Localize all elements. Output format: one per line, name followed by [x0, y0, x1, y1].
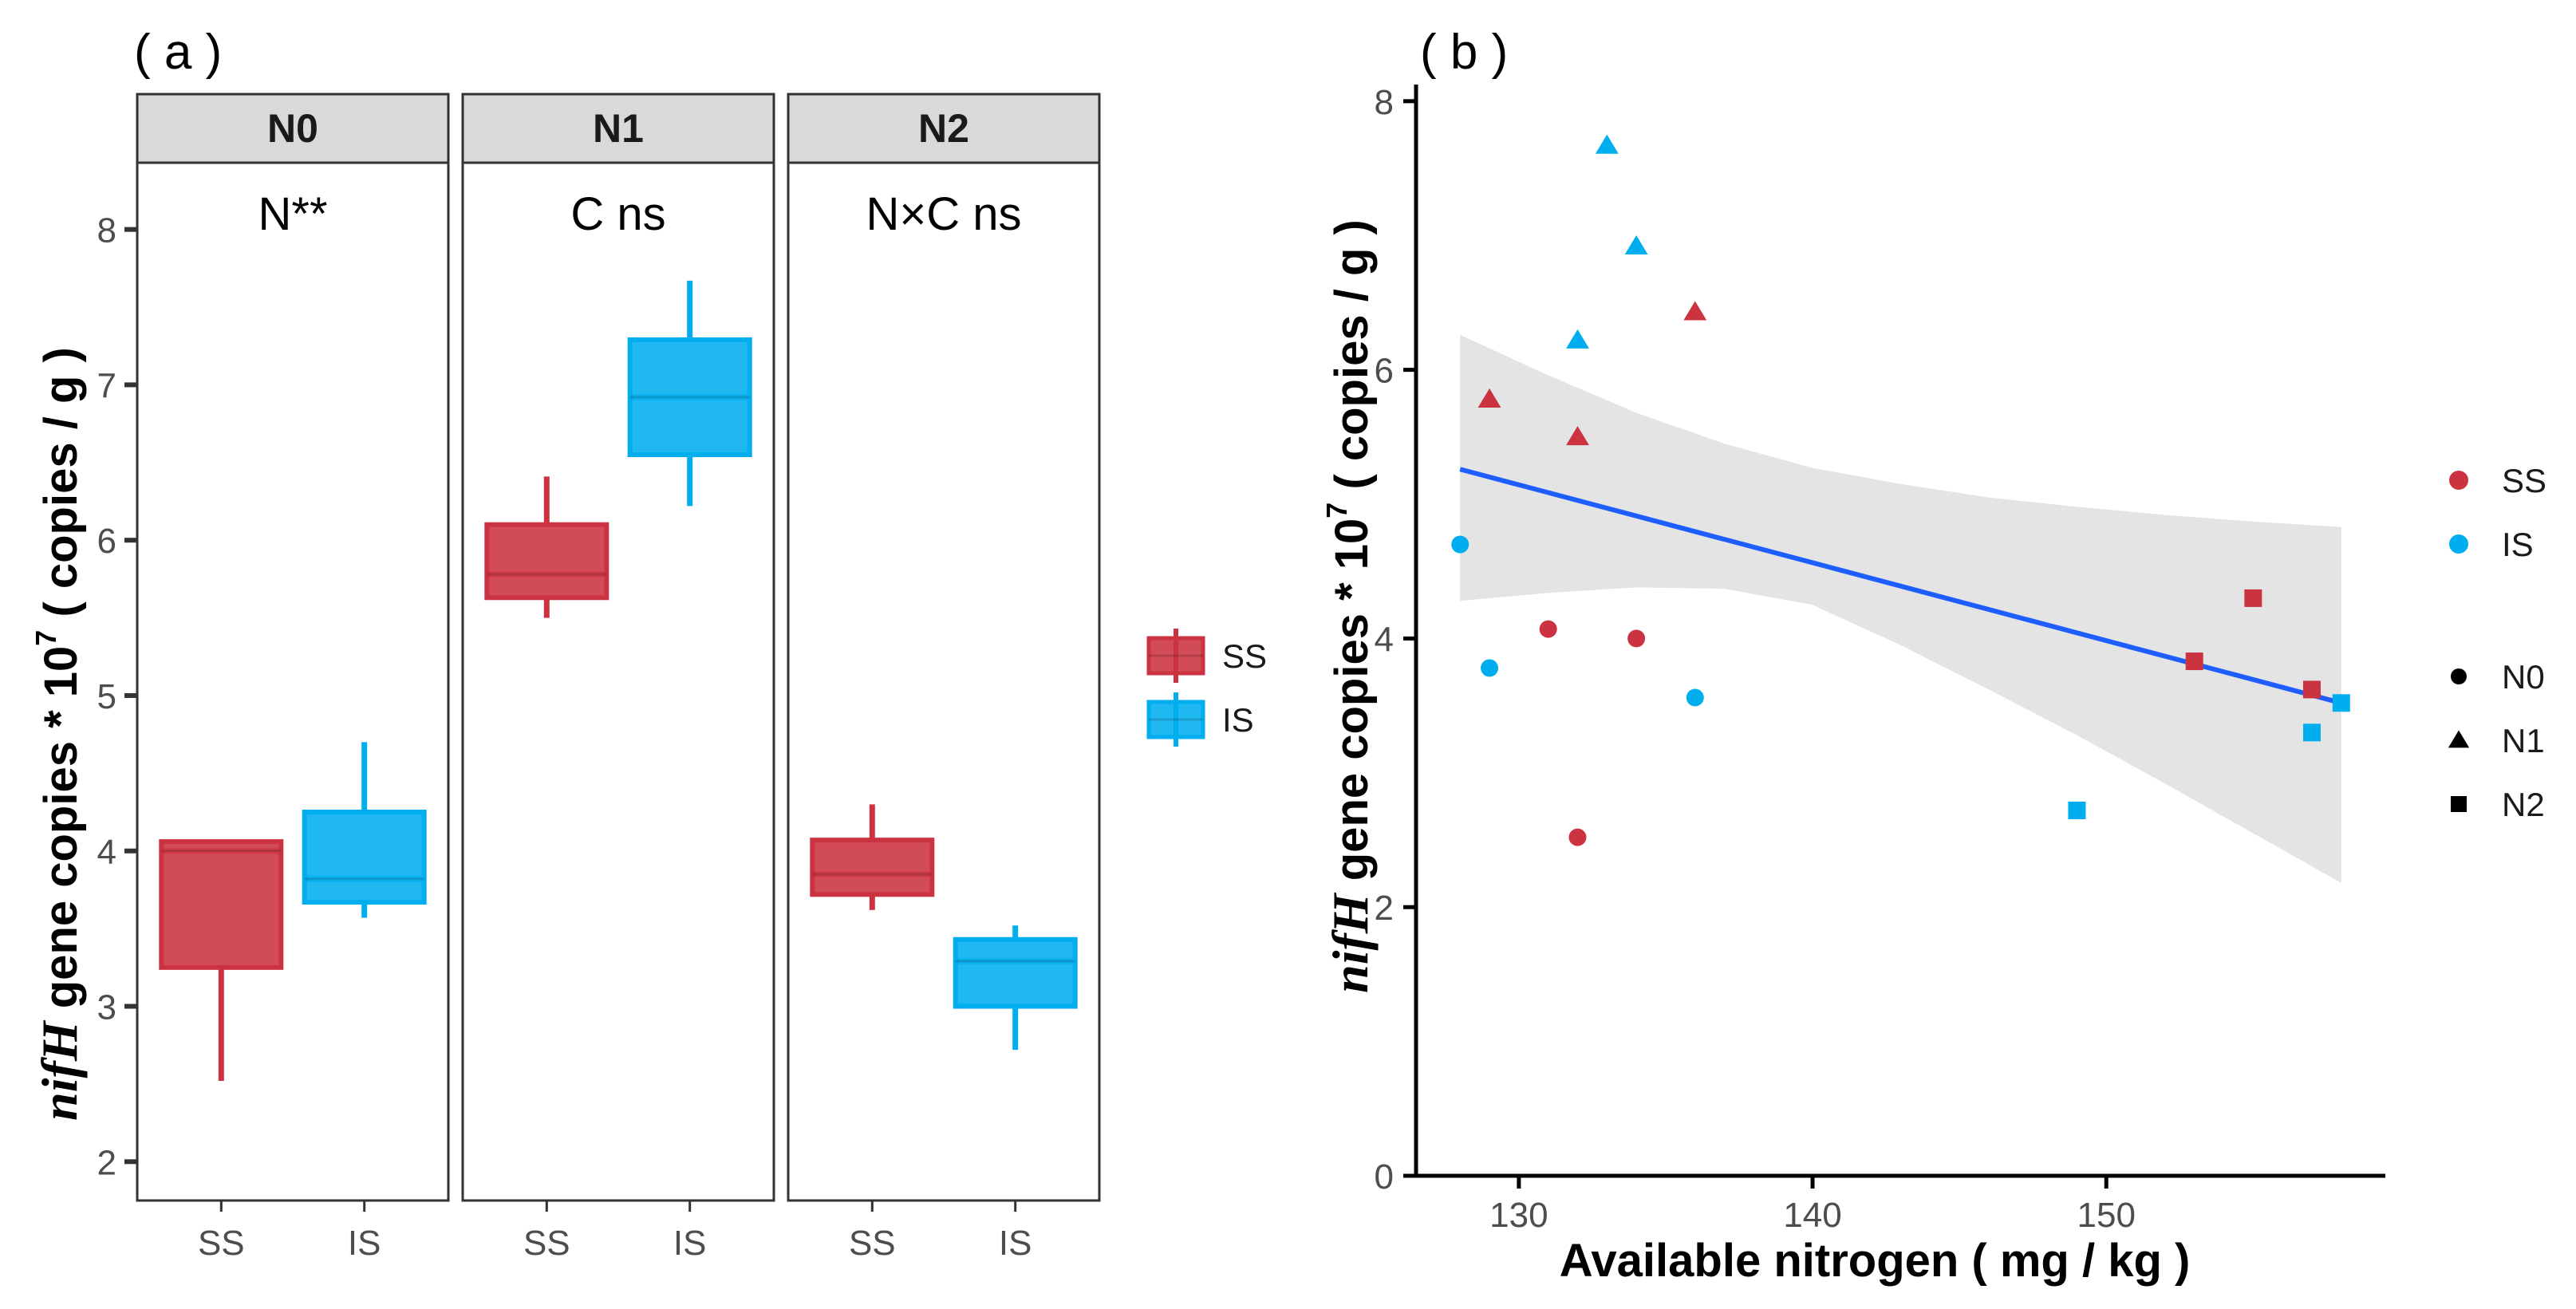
y-tick-label: 8 — [97, 211, 116, 250]
y-tick-label: 6 — [97, 522, 116, 561]
x-tick-label: IS — [348, 1224, 381, 1263]
box-n2-is — [953, 936, 1078, 1009]
axes-b: 0 2 4 6 8 130 140 150 — [1375, 83, 2385, 1235]
point-ss-n1 — [1566, 426, 1589, 446]
point-ss-n0 — [1539, 620, 1557, 638]
point-is-n2 — [2332, 694, 2350, 712]
box-n0-ss — [159, 839, 284, 970]
facet-annotation: N×C ns — [866, 188, 1021, 240]
box-n0-is — [302, 810, 427, 905]
point-is-n1 — [1595, 134, 1619, 154]
y-tick-label: 6 — [1375, 352, 1394, 391]
legend-label: IS — [1222, 701, 1254, 739]
point-ss-n0 — [1627, 629, 1646, 648]
y-tick-label: 7 — [97, 366, 116, 405]
facet-strips: N0 N1 N2 — [136, 93, 1101, 164]
point-is-n2 — [2068, 801, 2086, 819]
facet-strip-n2 — [787, 93, 1101, 164]
point-ss-n1 — [1477, 388, 1501, 408]
y-tick-label: 2 — [97, 1143, 116, 1182]
panel-a-tag: ( a ) — [134, 25, 222, 80]
facet-frames — [136, 161, 1101, 1202]
point-is-n2 — [2302, 723, 2321, 742]
legend-key-box-ss — [1146, 636, 1205, 676]
x-axis-a: SS IS SS IS SS IS — [198, 1201, 1032, 1263]
x-tick-label: SS — [198, 1224, 245, 1263]
y-tick-label: 4 — [97, 833, 116, 872]
legend-key-ss — [2449, 471, 2468, 490]
legend-key-n0 — [2451, 668, 2467, 684]
facet-annotation: N** — [258, 188, 327, 240]
legend-label: SS — [2502, 462, 2546, 499]
y-axis-title-a-unit: ( copies / g ) — [35, 347, 87, 630]
x-tick-label: IS — [999, 1224, 1032, 1263]
facet-strip-label: N1 — [593, 106, 644, 151]
point-is-n0 — [1686, 688, 1704, 707]
facet-panel-frame — [787, 161, 1101, 1202]
confidence-band-area — [1460, 334, 2341, 883]
legend-key-n2 — [2451, 796, 2467, 812]
legend-b: SS IS N0 N1 N2 — [2448, 462, 2546, 823]
point-is-n0 — [1481, 659, 1499, 677]
y-axis-title-a-gene: nifH — [31, 1019, 88, 1121]
points — [1451, 134, 2350, 846]
panel-a-boxplot: N0 N1 N2 N** C ns N×C ns 2 3 4 5 6 7 8 SS IS SS IS SS I… — [30, 93, 1267, 1263]
x-tick-label: 130 — [1489, 1196, 1548, 1235]
legend-key-n1 — [2448, 730, 2470, 748]
point-ss-n2 — [2302, 680, 2321, 699]
legend-key-box-is — [1146, 700, 1205, 739]
facet-annotation: C ns — [570, 188, 665, 240]
x-tick-label: SS — [849, 1224, 896, 1263]
facet-panel-frame — [461, 161, 775, 1202]
y-tick-label: 5 — [97, 677, 116, 716]
y-tick-label: 0 — [1375, 1157, 1394, 1197]
y-tick-label: 4 — [1375, 620, 1394, 659]
panel-b-tag: ( b ) — [1420, 25, 1508, 80]
x-tick-label: 150 — [2077, 1196, 2136, 1235]
y-tick-label: 2 — [1375, 889, 1394, 928]
legend-label: SS — [1222, 637, 1267, 675]
legend-label: N1 — [2502, 722, 2545, 759]
legend-key-is — [2449, 534, 2468, 554]
boxes — [159, 280, 1078, 1082]
y-axis-title-b-unit: ( copies / g ) — [1326, 219, 1378, 503]
y-axis-title-b: nifH gene copies * 107 ( copies / g ) — [1320, 219, 1379, 993]
facet-strip-n0 — [136, 93, 450, 164]
y-axis-title-a: nifH gene copies * 107 ( copies / g ) — [30, 347, 88, 1121]
box-n2-ss — [810, 838, 935, 897]
facet-strip-label: N0 — [267, 106, 318, 151]
facet-strip-label: N2 — [918, 106, 969, 151]
point-ss-n0 — [1568, 828, 1587, 846]
x-tick-label: 140 — [1783, 1196, 1841, 1235]
point-ss-n2 — [2185, 653, 2203, 671]
point-ss-n2 — [2244, 589, 2262, 607]
confidence-band — [1460, 334, 2341, 883]
box-n1-ss — [484, 522, 609, 601]
point-is-n0 — [1451, 535, 1469, 554]
legend-label: N2 — [2502, 786, 2545, 823]
point-ss-n1 — [1683, 301, 1707, 321]
y-axis-title-b-exponent: 7 — [1320, 503, 1353, 518]
y-axis-title-a-exponent: 7 — [30, 630, 62, 646]
point-is-n1 — [1624, 235, 1648, 255]
x-tick-label: IS — [673, 1224, 707, 1263]
y-axis-title-b-gene: nifH — [1322, 892, 1379, 993]
y-axis-title-a-text: gene copies * 10 — [35, 646, 87, 1022]
panel-b-scatter: 0 2 4 6 8 130 140 150 Available nitrogen ( mg /… — [1320, 83, 2546, 1287]
facet-panel-frame — [136, 161, 450, 1202]
facet-annotations: N** C ns N×C ns — [258, 188, 1021, 240]
legend-label: N0 — [2502, 658, 2545, 696]
x-axis-title-b: Available nitrogen ( mg / kg ) — [1560, 1235, 2191, 1287]
y-axis-a: 2 3 4 5 6 7 8 — [97, 211, 137, 1182]
legend-a: SS IS — [1146, 629, 1267, 747]
x-tick-label: SS — [523, 1224, 570, 1263]
y-tick-label: 8 — [1375, 83, 1394, 122]
y-tick-label: 3 — [97, 988, 116, 1027]
y-axis-title-b-text: gene copies * 10 — [1326, 518, 1378, 894]
legend-label: IS — [2502, 526, 2534, 563]
facet-strip-n1 — [461, 93, 775, 164]
point-is-n1 — [1566, 329, 1589, 349]
